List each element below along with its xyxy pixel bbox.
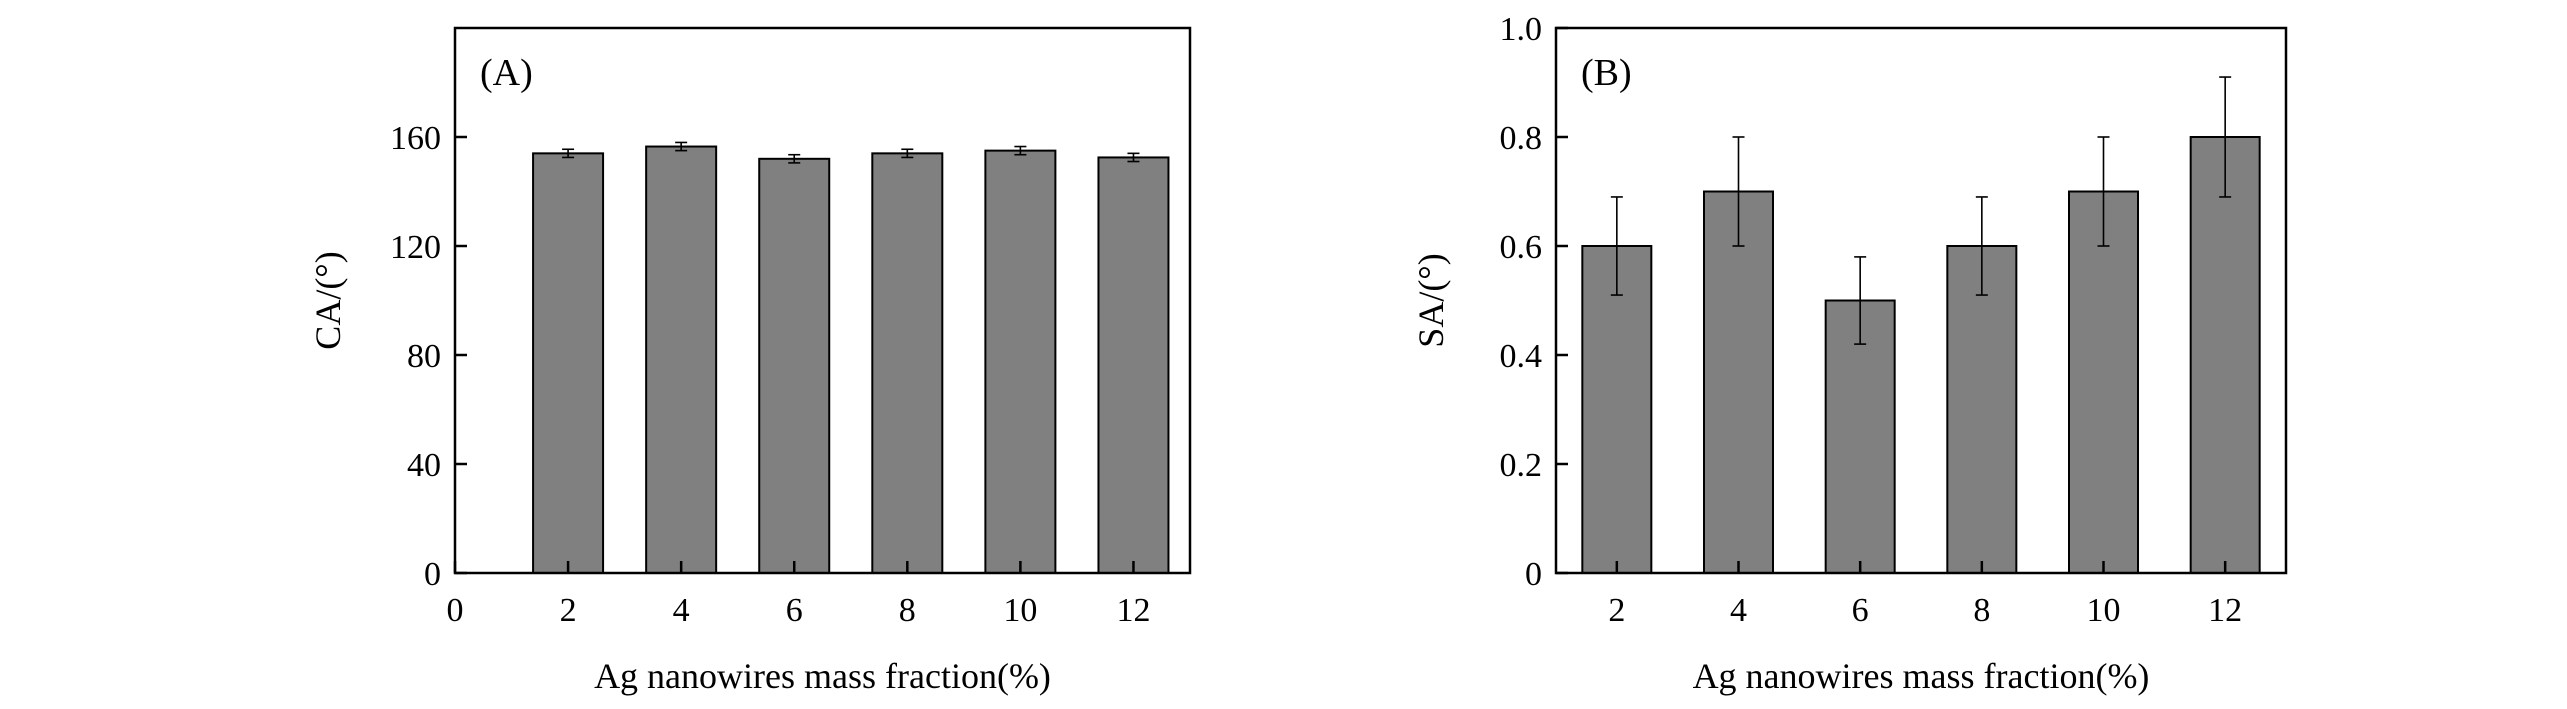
panel-b-bar bbox=[1581, 245, 1653, 574]
panel-b-x-tick-label: 8 bbox=[1973, 592, 1990, 629]
panel-b-x-tick-label: 4 bbox=[1730, 592, 1747, 629]
panel-a-bar bbox=[1097, 156, 1170, 574]
panel-b-y-tick-label: 0.6 bbox=[1500, 229, 1543, 266]
panel-a-x-tick-label: 4 bbox=[673, 592, 690, 629]
panel-a-x-tick-label: 12 bbox=[1116, 592, 1150, 629]
panel-a-bar bbox=[984, 149, 1057, 574]
panel-b-y-axis-title: SA/(°) bbox=[1411, 253, 1451, 347]
panel-b-y-tick-label: 0 bbox=[1525, 556, 1542, 593]
panel-a-panel-label: (A) bbox=[480, 52, 533, 94]
panel-b-y-tick-label: 1.0 bbox=[1500, 11, 1543, 48]
panel-a-x-tick-label: 0 bbox=[447, 592, 464, 629]
panel-a-y-axis-title: CA/(°) bbox=[308, 251, 348, 349]
panel-b-y-tick-label: 0.2 bbox=[1500, 447, 1543, 484]
panel-b-x-axis-title: Ag nanowires mass fraction(%) bbox=[1693, 656, 2150, 696]
panel-a-x-tick-label: 6 bbox=[786, 592, 803, 629]
panel-a-plot-frame bbox=[453, 26, 1192, 575]
panel-b-x-tick-label: 2 bbox=[1608, 592, 1625, 629]
panel-b-x-tick-label: 10 bbox=[2087, 592, 2121, 629]
panel-a-bar bbox=[645, 145, 718, 574]
panel-a-x-tick-label: 10 bbox=[1003, 592, 1037, 629]
panel-b-x-tick-label: 6 bbox=[1852, 592, 1869, 629]
panel-a-y-tick-label: 80 bbox=[407, 338, 441, 375]
panel-b-bar bbox=[1946, 245, 2018, 574]
panel-a-y-tick-label: 0 bbox=[424, 556, 441, 593]
panel-b-y-tick-label: 0.4 bbox=[1500, 338, 1543, 375]
panel-a-x-tick-label: 2 bbox=[560, 592, 577, 629]
panel-a-x-tick-label: 8 bbox=[899, 592, 916, 629]
panel-a-y-tick-label: 40 bbox=[407, 447, 441, 484]
panel-a-y-tick-label: 120 bbox=[390, 229, 441, 266]
panel-b-chart: 0 0.2 0.4 0.6 0.8 1.0 2 4 6 8 10 12 Ag nanowires mas… bbox=[1411, 11, 2288, 696]
panel-b-plot-frame bbox=[1554, 26, 2288, 575]
panel-b-y-tick-label: 0.8 bbox=[1500, 120, 1543, 157]
panel-b-bar bbox=[2068, 190, 2139, 574]
panel-b-bar bbox=[1703, 190, 1774, 574]
panel-a-x-axis-title: Ag nanowires mass fraction(%) bbox=[594, 656, 1051, 696]
panel-a-chart: 0 40 80 120 160 0 2 4 6 8 10 12 Ag nanowires mass fr… bbox=[308, 26, 1192, 696]
panel-a-bar bbox=[871, 152, 944, 574]
panel-b-x-tick-label: 12 bbox=[2208, 592, 2242, 629]
panel-a-bar bbox=[532, 152, 605, 574]
panel-b-panel-label: (B) bbox=[1581, 52, 1632, 94]
panel-a-y-tick-label: 160 bbox=[390, 120, 441, 157]
panel-a-bar bbox=[758, 157, 831, 575]
panel-b-bar bbox=[2189, 136, 2261, 574]
